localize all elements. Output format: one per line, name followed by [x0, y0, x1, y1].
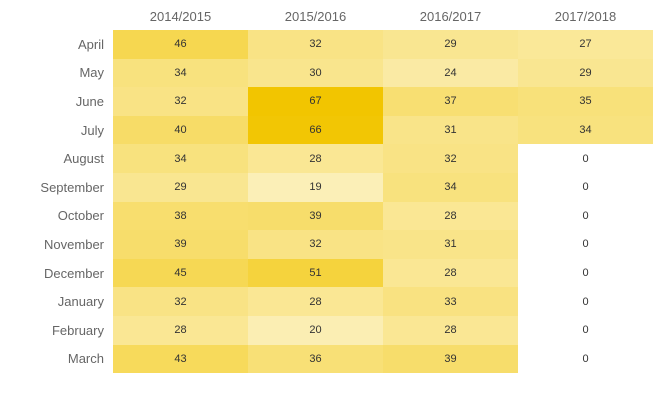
x-axis-label: 2014/2015	[149, 9, 212, 24]
heatmap-cell[interactable]: 34	[518, 115, 653, 145]
heatmap-cell[interactable]: 19	[248, 172, 383, 202]
heatmap-cell[interactable]: 32	[248, 230, 383, 259]
y-axis-label: December	[44, 265, 104, 281]
heatmap-cell[interactable]: 67	[248, 87, 383, 116]
y-axis-label: January	[57, 294, 104, 310]
heatmap-cell[interactable]: 37	[383, 87, 518, 116]
y-axis-label: October	[57, 208, 104, 224]
heatmap-cell[interactable]: 34	[383, 172, 518, 202]
heatmap-cell[interactable]: 36	[248, 344, 383, 374]
heatmap-cell[interactable]: 32	[248, 30, 383, 59]
heatmap-cell[interactable]: 0	[518, 315, 653, 345]
heatmap-cell[interactable]: 39	[383, 344, 518, 374]
y-axis-label: September	[40, 179, 104, 195]
y-axis-label: April	[77, 36, 104, 52]
heatmap-cell[interactable]: 31	[383, 115, 518, 145]
heatmap-cell[interactable]: 28	[383, 315, 518, 345]
heatmap-cell[interactable]: 40	[113, 115, 248, 145]
y-axis-labels: April May June July August September October No…	[0, 30, 104, 373]
heatmap-cell[interactable]: 0	[518, 144, 653, 173]
heatmap-cell[interactable]: 20	[248, 315, 383, 345]
heatmap-cell[interactable]: 0	[518, 201, 653, 231]
heatmap-cell[interactable]: 24	[383, 58, 518, 88]
heatmap-cell[interactable]: 0	[518, 258, 653, 288]
y-axis-label: November	[44, 236, 104, 252]
heatmap-cell[interactable]: 29	[113, 172, 248, 202]
heatmap-cell[interactable]: 29	[383, 30, 518, 59]
y-axis-label: February	[51, 322, 104, 338]
heatmap-cell[interactable]: 28	[383, 201, 518, 231]
heatmap-cell[interactable]: 28	[248, 144, 383, 173]
heatmap-cell[interactable]: 28	[113, 315, 248, 345]
x-axis-labels: 2014/2015 2015/2016 2016/2017 2017/2018	[113, 7, 653, 27]
y-axis-label: May	[79, 65, 104, 81]
heatmap-cell[interactable]: 0	[518, 344, 653, 374]
heatmap-cell[interactable]: 34	[113, 144, 248, 173]
heatmap-cell[interactable]: 46	[113, 30, 248, 59]
heatmap-cell[interactable]: 28	[383, 258, 518, 288]
x-axis-label: 2015/2016	[284, 9, 347, 24]
y-axis-label: June	[75, 93, 104, 109]
heatmap-cell[interactable]: 32	[383, 144, 518, 173]
heatmap-cell[interactable]: 66	[248, 115, 383, 145]
y-axis-label: March	[67, 351, 104, 367]
heatmap-cell[interactable]: 34	[113, 58, 248, 88]
heatmap-cell[interactable]: 43	[113, 344, 248, 374]
heatmap-cell[interactable]: 0	[518, 287, 653, 316]
heatmap-cell[interactable]: 0	[518, 172, 653, 202]
heatmap-cell[interactable]: 39	[113, 230, 248, 259]
heatmap-grid: 46 32 29 27 34 30 24 29 32 67 37 35 40 66 31 34 34 28 32 0 2…	[113, 30, 653, 374]
x-axis-label: 2016/2017	[419, 9, 482, 24]
y-axis-label: August	[63, 151, 104, 167]
heatmap-cell[interactable]: 32	[113, 87, 248, 116]
heatmap-cell[interactable]: 38	[113, 201, 248, 231]
heatmap-cell[interactable]: 0	[518, 230, 653, 259]
heatmap-cell[interactable]: 35	[518, 87, 653, 116]
heatmap-cell[interactable]: 51	[248, 258, 383, 288]
heatmap-cell[interactable]: 31	[383, 230, 518, 259]
heatmap-cell[interactable]: 32	[113, 287, 248, 316]
heatmap-cell[interactable]: 29	[518, 58, 653, 88]
heatmap-cell[interactable]: 45	[113, 258, 248, 288]
heatmap-cell[interactable]: 33	[383, 287, 518, 316]
heatmap-cell[interactable]: 30	[248, 58, 383, 88]
y-axis-label: July	[80, 122, 104, 138]
heatmap-cell[interactable]: 28	[248, 287, 383, 316]
heatmap-cell[interactable]: 39	[248, 201, 383, 231]
x-axis-label: 2017/2018	[554, 9, 617, 24]
heatmap-cell[interactable]: 27	[518, 30, 653, 59]
